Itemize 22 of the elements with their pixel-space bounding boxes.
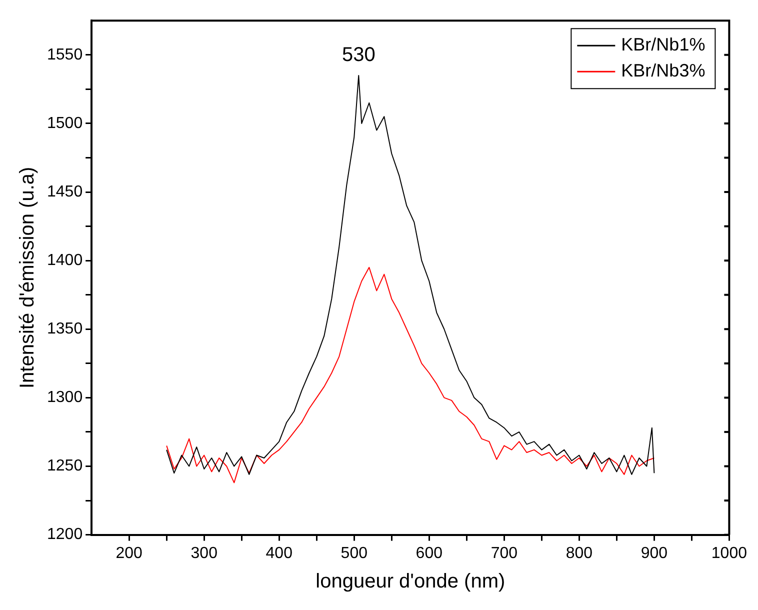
y-axis-title: Intensité d'émission (u.a) (16, 166, 39, 389)
y-tick-label: 1200 (47, 526, 83, 544)
y-tick-label: 1450 (47, 183, 83, 200)
y-tick-label: 1400 (47, 252, 83, 269)
y-tick-label: 1250 (47, 458, 83, 475)
x-tick-label: 1000 (711, 544, 748, 562)
x-tick-label: 600 (416, 544, 443, 562)
x-tick-label: 500 (340, 544, 368, 562)
y-tick-label: 1500 (47, 114, 83, 132)
annotation: 530 (342, 44, 376, 66)
x-tick-label: 400 (266, 544, 293, 562)
x-tick-label: 200 (116, 544, 143, 562)
x-tick-label: 700 (490, 544, 518, 562)
x-axis-title: longueur d'onde (nm) (316, 570, 506, 593)
y-tick-label: 1550 (47, 46, 83, 64)
y-tick-label: 1350 (47, 320, 83, 338)
legend-label: KBr/Nb3% (621, 60, 706, 81)
x-tick-label: 900 (640, 544, 668, 562)
x-tick-label: 300 (190, 544, 218, 562)
y-tick-label: 1300 (47, 389, 83, 406)
legend-label: KBr/Nb1% (621, 34, 706, 55)
x-tick-label: 800 (566, 544, 593, 562)
